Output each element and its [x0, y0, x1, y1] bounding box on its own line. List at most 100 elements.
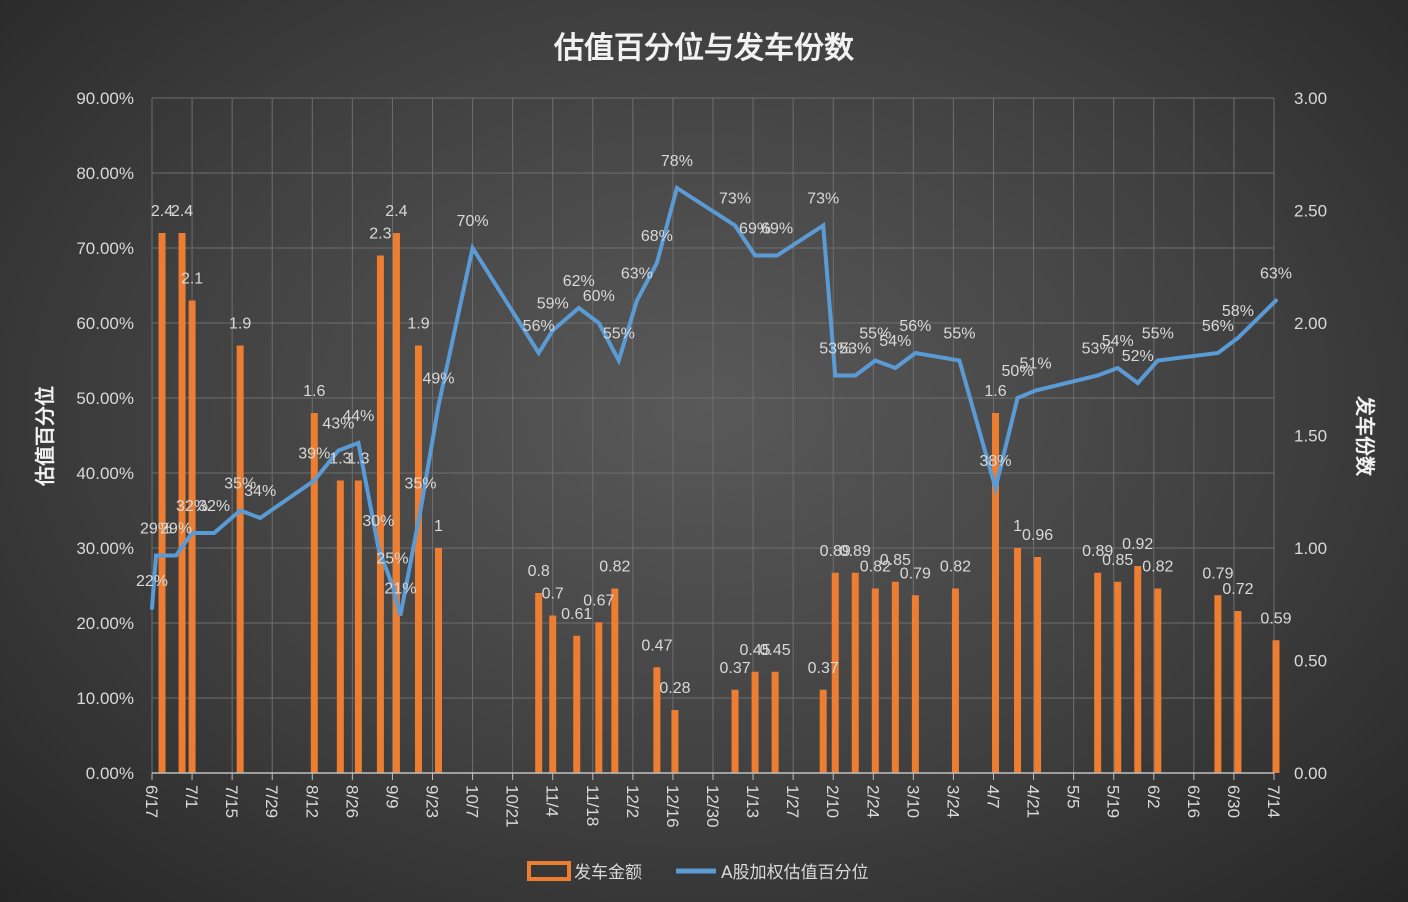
line-data-label: 52%: [1122, 348, 1154, 365]
line-data-label: 63%: [621, 266, 653, 283]
line-data-label: 29%: [160, 521, 192, 538]
x-tick-label: 2/10: [823, 785, 842, 818]
bar: [831, 572, 839, 773]
y2-tick-label: 3.00: [1294, 89, 1327, 108]
x-tick-label: 11/18: [583, 785, 602, 826]
x-tick-label: 12/16: [663, 785, 682, 828]
bar: [336, 480, 344, 773]
y-tick-label: 20.00%: [76, 614, 134, 633]
line-data-label: 34%: [244, 483, 276, 500]
x-tick-label: 6/30: [1224, 785, 1243, 818]
y-axis-title: 估值百分位: [33, 386, 57, 487]
bar-data-label: 2.4: [151, 203, 173, 220]
legend-line-label: A股加权估值百分位: [721, 863, 869, 883]
x-tick-label: 8/12: [302, 785, 321, 818]
x-tick-label: 10/7: [463, 785, 482, 818]
line-data-label: 69%: [739, 221, 771, 238]
valuation-line: [150, 184, 1278, 617]
bar-data-label: 0.79: [900, 565, 931, 582]
line-data-label: 53%: [839, 341, 871, 358]
bar-data-label: 0.85: [880, 552, 911, 569]
bar-data-label: 1: [434, 518, 443, 535]
x-tick-label: 9/23: [423, 785, 442, 818]
bar-data-label: 1.3: [329, 451, 351, 468]
x-tick-label: 2/24: [863, 785, 882, 818]
bar: [1014, 548, 1022, 773]
line-data-label: 32%: [198, 498, 230, 515]
bar-data-label: 1.6: [984, 383, 1006, 400]
line-data-label: 29%: [140, 521, 172, 538]
bar-data-label: 1.6: [303, 383, 325, 400]
bar: [819, 689, 827, 773]
bar-data-label: 0.61: [561, 606, 592, 623]
bar-data-label: 0.82: [860, 559, 891, 576]
line-data-label: 32%: [176, 498, 208, 515]
x-tick-label: 7/1: [182, 785, 201, 809]
bar: [771, 671, 779, 773]
line-data-label: 43%: [322, 416, 354, 433]
bar-data-label: 0.72: [1222, 581, 1253, 598]
y-tick-label: 80.00%: [76, 164, 134, 183]
bar: [891, 581, 899, 773]
bar: [611, 588, 619, 773]
x-tick-label: 6/17: [142, 785, 161, 818]
line-data-label: 35%: [224, 476, 256, 493]
line-data-label: 21%: [384, 581, 416, 598]
bar: [1234, 611, 1242, 773]
y2-tick-label: 1.00: [1294, 539, 1327, 558]
bar: [573, 635, 581, 773]
bar-data-label: 0.89: [1082, 543, 1113, 560]
x-tick-label: 6/2: [1144, 785, 1163, 809]
y-tick-label: 90.00%: [76, 89, 134, 108]
bar-data-label: 2.3: [369, 226, 391, 243]
line-data-label: 54%: [1102, 333, 1134, 350]
y-tick-label: 70.00%: [76, 239, 134, 258]
bar-data-label: 1: [1013, 518, 1022, 535]
line-series: [150, 184, 1278, 617]
bar-data-label: 0.28: [659, 680, 690, 697]
line-data-label: 30%: [362, 513, 394, 530]
bar: [911, 595, 919, 773]
x-tick-label: 12/30: [703, 785, 722, 828]
x-tick-label: 5/19: [1104, 785, 1123, 818]
bar: [1114, 581, 1122, 773]
bar-data-label: 2.4: [171, 203, 193, 220]
x-tick-label: 7/29: [262, 785, 281, 818]
x-tick-label: 7/15: [222, 785, 241, 818]
y2-axis-title: 发车份数: [1353, 395, 1377, 477]
bar: [392, 233, 400, 773]
y-tick-label: 10.00%: [76, 689, 134, 708]
legend-bar-swatch: [527, 861, 571, 881]
bar: [992, 413, 1000, 773]
line-data-label: 51%: [1020, 356, 1052, 373]
bar-data-label: 0.89: [840, 543, 871, 560]
bar-data-label: 1.9: [229, 316, 251, 333]
bar-data-label: 0.79: [1202, 565, 1233, 582]
line-data-label: 69%: [761, 221, 793, 238]
bar: [731, 689, 739, 773]
line-data-label: 25%: [376, 551, 408, 568]
bar-data-label: 0.47: [641, 637, 672, 654]
line-data-label: 70%: [457, 213, 489, 230]
legend: 发车金额 A股加权估值百分位: [527, 861, 869, 883]
line-data-label: 62%: [563, 273, 595, 290]
line-data-label: 22%: [136, 573, 168, 590]
x-tick-label: 12/2: [623, 785, 642, 818]
bar-data-label: 2.1: [181, 271, 203, 288]
line-data-label: 56%: [1202, 318, 1234, 335]
bar-data-label: 0.89: [820, 543, 851, 560]
line-data-label: 60%: [583, 288, 615, 305]
bar: [236, 345, 244, 773]
x-tick-label: 4/21: [1024, 785, 1043, 818]
bar: [1154, 588, 1162, 773]
bar-data-label: 0.59: [1260, 610, 1291, 627]
line-data-label: 49%: [422, 371, 454, 388]
bar: [535, 593, 543, 773]
bar-data-label: 0.67: [583, 592, 614, 609]
bar-data-label: 0.82: [940, 559, 971, 576]
x-tick-label: 6/16: [1184, 785, 1203, 818]
line-data-label: 44%: [342, 408, 374, 425]
y-tick-label: 50.00%: [76, 389, 134, 408]
bar: [178, 233, 186, 773]
x-tick-label: 5/5: [1064, 785, 1083, 809]
